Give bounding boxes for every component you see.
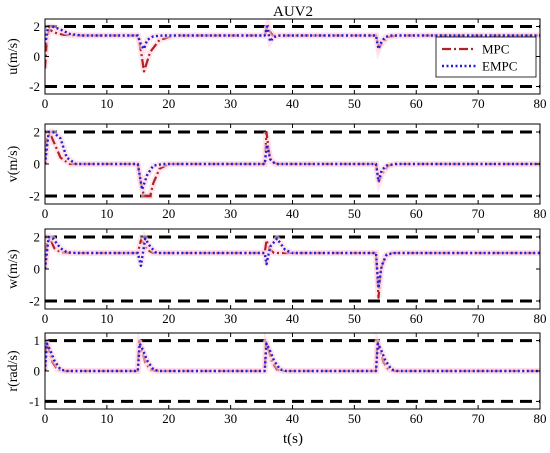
x-tick-label: 70 bbox=[472, 311, 485, 326]
x-tick-label: 60 bbox=[410, 311, 423, 326]
x-tick-label: 50 bbox=[348, 206, 361, 221]
x-tick-label: 10 bbox=[100, 411, 113, 426]
x-tick-label: 30 bbox=[224, 206, 237, 221]
legend: MPC EMPC bbox=[435, 36, 537, 78]
axes-box bbox=[44, 228, 541, 310]
x-tick-label: 70 bbox=[472, 96, 485, 111]
x-tick-label: 30 bbox=[224, 311, 237, 326]
x-tick-label: 40 bbox=[286, 206, 299, 221]
series-line-mpc bbox=[45, 237, 540, 299]
y-tick-label: -2 bbox=[29, 294, 40, 309]
legend-label-mpc: MPC bbox=[482, 42, 509, 57]
legend-box bbox=[435, 36, 537, 78]
x-tick-label: 0 bbox=[42, 96, 49, 111]
x-tick-label: 20 bbox=[162, 311, 175, 326]
x-tick-label: 0 bbox=[42, 411, 49, 426]
x-tick-label: 60 bbox=[410, 411, 423, 426]
x-tick-label: 50 bbox=[348, 411, 361, 426]
y-tick-label: 0 bbox=[34, 262, 41, 277]
y-tick-label: 0 bbox=[34, 49, 41, 64]
x-tick-label: 70 bbox=[472, 206, 485, 221]
x-tick-label: 40 bbox=[286, 411, 299, 426]
x-tick-label: 60 bbox=[410, 96, 423, 111]
series-line-empc bbox=[45, 235, 540, 290]
y-tick-label: 2 bbox=[34, 19, 41, 34]
x-tick-label: 0 bbox=[42, 206, 49, 221]
series-halo-empc bbox=[45, 230, 540, 289]
series-halo-mpc bbox=[45, 232, 540, 299]
x-tick-label: 30 bbox=[224, 96, 237, 111]
series-halo-empc bbox=[45, 129, 540, 191]
y-tick-label: 0 bbox=[34, 157, 41, 172]
x-tick-label: 10 bbox=[100, 96, 113, 111]
x-tick-label: 10 bbox=[100, 206, 113, 221]
x-tick-label: 20 bbox=[162, 96, 175, 111]
series-line-empc bbox=[45, 25, 540, 51]
y-tick-label: 0 bbox=[34, 364, 41, 379]
y-axis-label: r(rad/s) bbox=[6, 350, 21, 392]
y-tick-label: 2 bbox=[34, 125, 41, 140]
x-tick-label: 40 bbox=[286, 96, 299, 111]
y-axis-label: w(m/s) bbox=[6, 249, 21, 289]
figure-title: AUV2 bbox=[273, 4, 313, 20]
legend-label-empc: EMPC bbox=[482, 59, 517, 74]
x-tick-label: 80 bbox=[534, 206, 547, 221]
series-line-mpc bbox=[45, 339, 540, 373]
series-halo-mpc bbox=[45, 339, 540, 374]
series-line-empc bbox=[45, 342, 540, 373]
y-tick-label: -2 bbox=[29, 189, 40, 204]
x-tick-label: 80 bbox=[534, 311, 547, 326]
x-tick-label: 10 bbox=[100, 311, 113, 326]
x-tick-label: 50 bbox=[348, 311, 361, 326]
x-tick-label: 80 bbox=[534, 96, 547, 111]
x-tick-label: 30 bbox=[224, 411, 237, 426]
x-tick-label: 0 bbox=[42, 311, 49, 326]
x-tick-label: 70 bbox=[472, 411, 485, 426]
series-halo-empc bbox=[45, 333, 540, 374]
y-tick-label: 1 bbox=[34, 333, 41, 348]
y-tick-label: -1 bbox=[29, 394, 40, 409]
y-axis-label: u(m/s) bbox=[6, 38, 21, 75]
y-tick-label: 2 bbox=[34, 230, 41, 245]
x-tick-label: 60 bbox=[410, 206, 423, 221]
x-axis-label: t(s) bbox=[283, 431, 303, 447]
x-tick-label: 20 bbox=[162, 411, 175, 426]
y-axis-label: v(m/s) bbox=[6, 145, 21, 182]
y-tick-label: -2 bbox=[29, 79, 40, 94]
series-line-empc bbox=[45, 130, 540, 191]
x-tick-label: 40 bbox=[286, 311, 299, 326]
x-tick-label: 80 bbox=[534, 411, 547, 426]
x-tick-label: 50 bbox=[348, 96, 361, 111]
x-tick-label: 20 bbox=[162, 206, 175, 221]
